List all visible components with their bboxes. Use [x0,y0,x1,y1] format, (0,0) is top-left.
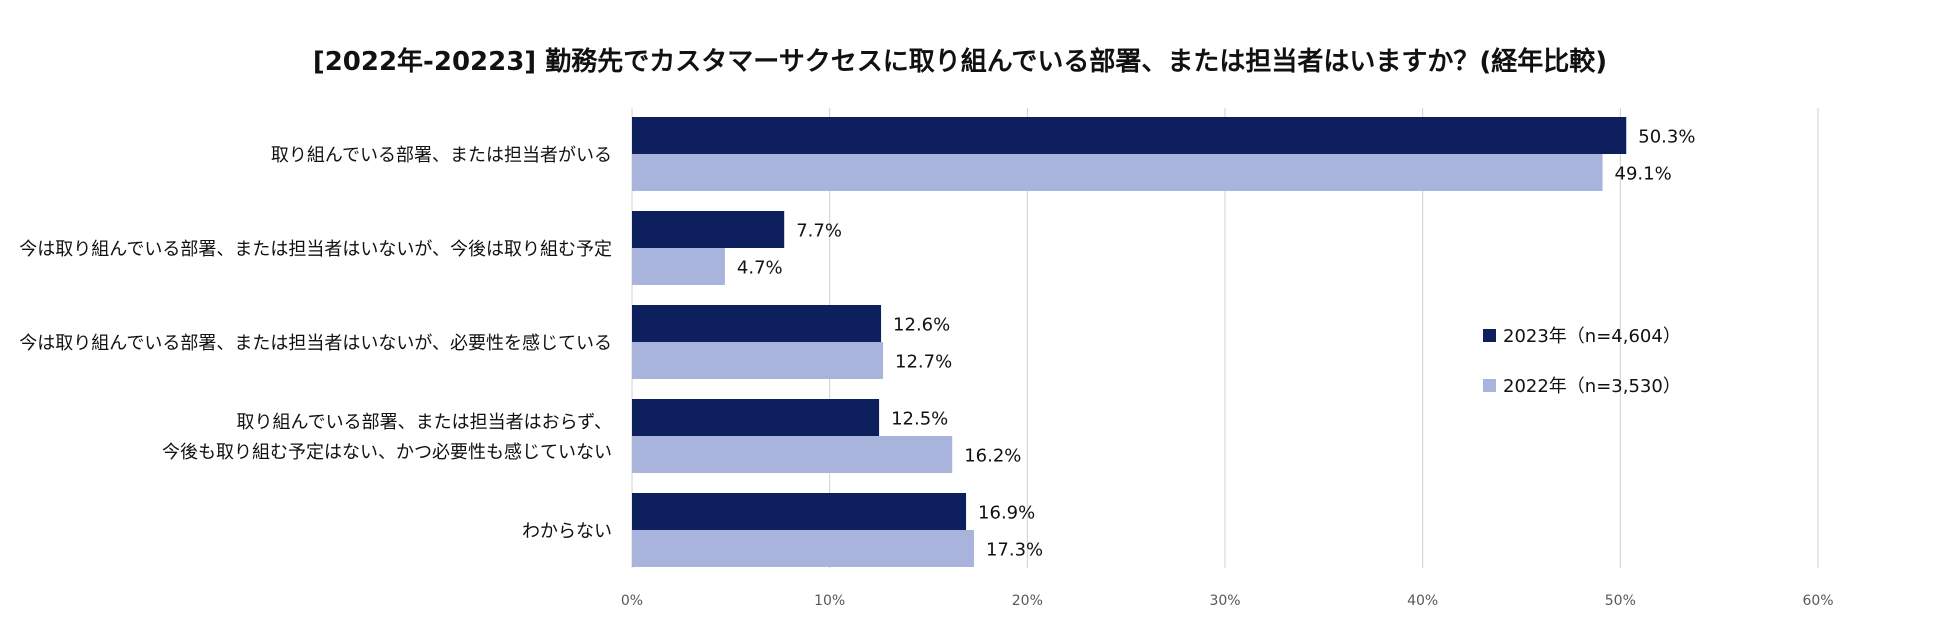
bar-2022 [632,436,952,473]
bar-2023 [632,399,879,436]
bar-2022 [632,530,974,567]
data-label: 4.7% [737,258,783,279]
legend-swatch [1483,379,1496,392]
x-tick-label: 10% [814,593,845,609]
data-label: 12.6% [893,315,950,336]
x-tick-label: 20% [1012,593,1043,609]
category-label: 今後も取り組む予定はない、かつ必要性も感じていない [162,442,612,463]
data-label: 16.9% [978,503,1035,524]
data-label: 7.7% [796,221,842,242]
legend-label: 2023年（n=4,604） [1503,326,1681,347]
bar-2022 [632,342,883,379]
category-label: わからない [522,521,612,542]
chart: [2022年-20223] 勤務先でカスタマーサクセスに取り組んでいる部署、また… [0,0,1950,628]
chart-title: [2022年-20223] 勤務先でカスタマーサクセスに取り組んでいる部署、また… [313,46,1607,77]
category-label: 取り組んでいる部署、または担当者がいる [271,145,612,166]
bars [632,117,1626,567]
x-tick-label: 50% [1605,593,1636,609]
category-label: 今は取り組んでいる部署、または担当者はいないが、必要性を感じている [19,333,612,354]
data-label: 50.3% [1638,127,1695,148]
bar-2023 [632,305,881,342]
bar-2022 [632,154,1603,191]
x-tick-label: 40% [1407,593,1438,609]
legend: 2023年（n=4,604） 2022年（n=3,530） [1483,326,1681,397]
category-label: 今は取り組んでいる部署、または担当者はいないが、今後は取り組む予定 [19,239,612,260]
x-tick-label: 30% [1209,593,1240,609]
legend-swatch [1483,329,1496,342]
x-tick-label: 0% [621,593,643,609]
x-tick-label: 60% [1802,593,1833,609]
category-label: 取り組んでいる部署、または担当者はおらず、 [237,412,612,433]
data-label: 17.3% [986,540,1043,561]
bar-2023 [632,117,1626,154]
data-label: 12.5% [891,409,948,430]
data-label: 16.2% [964,446,1021,467]
data-label: 49.1% [1615,164,1672,185]
bar-2023 [632,211,784,248]
bar-2023 [632,493,966,530]
legend-label: 2022年（n=3,530） [1503,376,1681,397]
data-label: 12.7% [895,352,952,373]
bar-2022 [632,248,725,285]
